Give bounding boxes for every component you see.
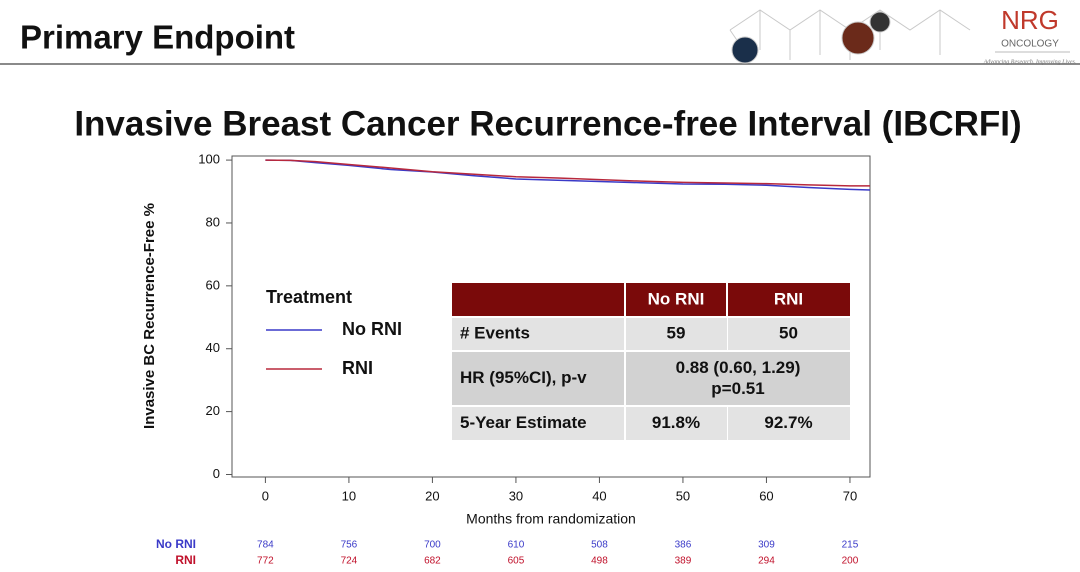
logo-tagline: Advancing Research. Improving Lives. xyxy=(983,59,1077,65)
table-cell: p=0.51 xyxy=(711,379,764,398)
table-cell-bg xyxy=(626,352,850,405)
table-cell: 50 xyxy=(779,323,798,342)
table-row-label: 5-Year Estimate xyxy=(460,413,587,432)
at-risk-count: 784 xyxy=(257,540,274,551)
at-risk-count: 610 xyxy=(508,540,525,551)
survival-curve xyxy=(265,159,870,187)
table-cell: 91.8% xyxy=(652,413,700,432)
table-cell: 59 xyxy=(667,323,686,342)
table-cell-bg xyxy=(626,407,727,440)
table-cell-bg xyxy=(728,318,850,350)
at-risk-count: 386 xyxy=(675,540,692,551)
table-row-label: HR (95%CI), p-v xyxy=(460,368,587,387)
x-tick-label: 20 xyxy=(425,488,439,503)
at-risk-count: 294 xyxy=(758,556,775,567)
decor-network xyxy=(729,9,971,64)
x-tick-label: 40 xyxy=(592,488,606,503)
at-risk-count: 389 xyxy=(675,556,692,567)
slide-title: Primary Endpoint xyxy=(20,19,295,56)
at-risk-count: 772 xyxy=(257,556,274,567)
y-axis-label: Invasive BC Recurrence-Free % xyxy=(141,203,158,429)
x-axis-label: Months from randomization xyxy=(466,511,636,527)
table-cell-bg xyxy=(452,352,624,405)
at-risk-count: 200 xyxy=(842,556,859,567)
table-header-bg xyxy=(452,283,850,316)
at-risk-count: 756 xyxy=(341,540,358,551)
x-tick-label: 60 xyxy=(759,488,773,503)
table-cell: 92.7% xyxy=(764,413,812,432)
logo-sub: ONCOLOGY xyxy=(1001,39,1059,50)
table-cell-bg xyxy=(728,407,850,440)
chart-title: Invasive Breast Cancer Recurrence-free I… xyxy=(74,104,1021,143)
at-risk-count: 508 xyxy=(591,540,608,551)
y-tick-label: 60 xyxy=(206,277,220,292)
at-risk-count: 498 xyxy=(591,556,608,567)
legend-label: No RNI xyxy=(342,319,402,339)
x-tick-label: 70 xyxy=(843,488,857,503)
y-tick-label: 100 xyxy=(198,152,220,167)
table-cell-bg xyxy=(626,318,727,350)
logo: NRG xyxy=(1001,5,1059,35)
table-cell-bg xyxy=(452,318,624,350)
at-risk-count: 605 xyxy=(508,556,525,567)
at-risk-count: 309 xyxy=(758,540,775,551)
survival-curve xyxy=(265,159,871,191)
at-risk-label: RNI xyxy=(175,553,196,567)
legend-title: Treatment xyxy=(266,287,352,307)
x-tick-label: 10 xyxy=(342,488,356,503)
table-row-label: # Events xyxy=(460,323,530,342)
table-cell: 0.88 (0.60, 1.29) xyxy=(676,358,801,377)
table-header: No RNI xyxy=(648,289,705,308)
y-tick-label: 0 xyxy=(213,466,220,481)
y-tick-label: 40 xyxy=(206,340,220,355)
legend-label: RNI xyxy=(342,358,373,378)
table-cell-bg xyxy=(452,407,624,440)
at-risk-count: 215 xyxy=(842,540,859,551)
at-risk-label: No RNI xyxy=(156,537,196,551)
x-tick-label: 0 xyxy=(262,488,269,503)
at-risk-count: 724 xyxy=(341,556,358,567)
plot-frame xyxy=(231,155,871,478)
y-tick-label: 20 xyxy=(206,403,220,418)
at-risk-count: 682 xyxy=(424,556,441,567)
table-header: RNI xyxy=(774,289,803,308)
x-tick-label: 30 xyxy=(509,488,523,503)
y-tick-label: 80 xyxy=(206,214,220,229)
x-tick-label: 50 xyxy=(676,488,690,503)
at-risk-count: 700 xyxy=(424,540,441,551)
